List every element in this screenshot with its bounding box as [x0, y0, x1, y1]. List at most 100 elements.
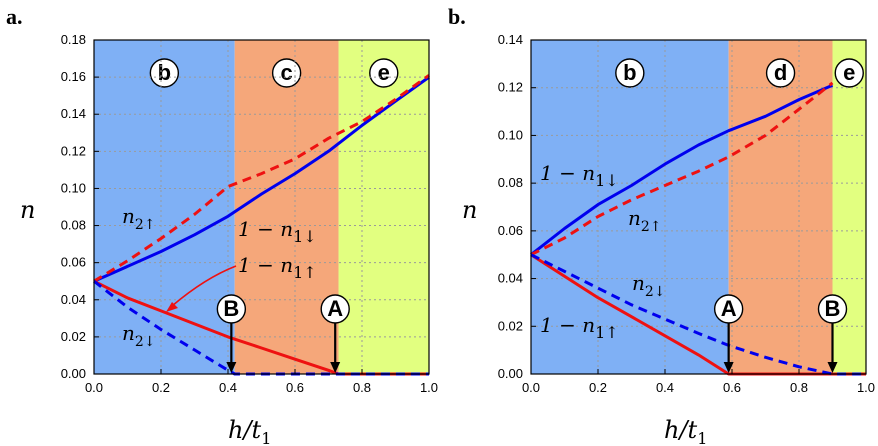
- panel-b-y-tick-label-4: 0.08: [498, 175, 523, 190]
- panel-a-label-n2up: n2↑: [122, 204, 156, 233]
- panel-a-label-n2down-sub: 2↓: [135, 334, 156, 350]
- panel-b-grid: [531, 40, 866, 374]
- panel-a-label-1-n1down: 1 − n1↓: [238, 217, 317, 246]
- panel-a-region-c: [234, 40, 339, 374]
- panel-a-label-n2down: n2↓: [122, 321, 156, 350]
- panel-b-region-e-label: e: [843, 60, 855, 85]
- panel-b-label-n2down: n2↓: [632, 271, 666, 300]
- panel-b-label-n2up-sub: 2↑: [641, 219, 662, 235]
- panel-b-series: [530, 81, 866, 376]
- panel-b-region-d: [728, 40, 833, 374]
- panel-b-y-tick-label-3: 0.06: [498, 223, 523, 238]
- panel-b-label-1-n1down-text: 1 − n: [540, 161, 595, 185]
- panel-b-y-tick-label-7: 0.14: [498, 32, 523, 47]
- panel-a-x-tick-label-2: 0.4: [219, 380, 237, 395]
- panel-a-x-tick-label-5: 1.0: [420, 380, 438, 395]
- panel-b-marker-B-circle: [817, 294, 848, 324]
- panel-a-series-1: [93, 74, 430, 283]
- panel-b-label-n2down-sub: 2↓: [645, 284, 666, 300]
- panel-a-y-tick-label-1: 0.02: [61, 329, 86, 344]
- panel-a-label-1-n1down-text: 1 − n: [238, 217, 293, 241]
- panel-b-x-tick-label-5: 1.0: [857, 380, 875, 395]
- panel-a-y-tick-label-7: 0.14: [61, 106, 86, 121]
- panel-a-label: a.: [6, 4, 23, 29]
- panel-b-marker-B-label: B: [825, 296, 841, 321]
- panel-b-x-tick-label-3: 0.6: [723, 380, 741, 395]
- panel-b-series-0: [530, 83, 834, 256]
- panel-a-label-n2down-base: n: [122, 321, 135, 345]
- panel-b-series-2: [530, 253, 866, 376]
- panel-b-region-d-label: d: [774, 60, 787, 85]
- panel-a-marker-B-circle: [216, 294, 247, 324]
- panel-a-series-2: [93, 279, 429, 376]
- panel-a-y-tick-label-8: 0.16: [61, 69, 86, 84]
- panel-a-x-tick-label-1: 0.2: [152, 380, 170, 395]
- panel-b-label-1-n1down: 1 − n1↓: [540, 161, 619, 190]
- panel-a-series-0: [93, 75, 430, 283]
- panel-a-frame: [93, 39, 430, 375]
- panel-b-x-tick-label-0: 0.0: [522, 380, 540, 395]
- panel-b-y-tick-label-6: 0.12: [498, 80, 523, 95]
- panel-b-marker-A-circle: [713, 294, 744, 324]
- panel-b-marker-A-arrowhead: [723, 362, 734, 373]
- panel-a-marker-B-arrowhead: [226, 362, 237, 373]
- panel-b-y-tick-label-0: 0.00: [498, 366, 523, 381]
- panel-b-y-tick-label-2: 0.04: [498, 271, 523, 286]
- panel-a-marker-A-circle: [320, 294, 350, 324]
- panel-a-y-tick-label-2: 0.04: [61, 292, 86, 307]
- panel-a-y-axis-label: n: [20, 196, 35, 224]
- panel-a-label-pointer-arrowhead: [166, 302, 178, 312]
- panel-a-label-n2up-base: n: [122, 204, 135, 228]
- panel-b-label-1-n1up-text: 1 − n: [540, 313, 595, 337]
- panel-b-label-1-n1up-sub: 1↑: [595, 323, 619, 342]
- panel-a-grid: [94, 40, 429, 374]
- panel-a-y-tick-label-5: 0.10: [61, 180, 86, 195]
- panel-b-ticks: 0.0 0.2 0.4 0.6 0.8 1.0 0.00 0.02 0.04 0.06 0.08 0.…: [498, 32, 875, 395]
- panel-a-label-1-n1up-sub: 1↑: [293, 263, 317, 282]
- panel-b-marker-B-arrowhead: [827, 362, 838, 373]
- panel-a-region-c-label: c: [281, 60, 293, 85]
- panel-a-marker-A-label: A: [327, 296, 343, 321]
- panel-a-label-1-n1down-sub: 1↓: [293, 227, 317, 246]
- panel-a-y-tick-label-4: 0.08: [61, 218, 86, 233]
- panel-a-y-tick-label-3: 0.06: [61, 255, 86, 270]
- panel-a-region-b-label: b: [158, 60, 171, 85]
- panel-a-x-axis-label-sub: 1: [261, 429, 271, 446]
- panel-b-series-3: [530, 253, 866, 376]
- panel-b-label-1-n1down-sub: 1↓: [595, 171, 619, 190]
- panel-b-label-n2up-base: n: [628, 206, 641, 230]
- panel-a-label-pointer-arrow: [171, 265, 237, 307]
- panel-b-region-e-badge: [834, 58, 864, 88]
- panel-b-x-axis-label-sub: 1: [697, 429, 707, 446]
- panel-a-x-axis-label: h/t1: [228, 416, 271, 446]
- panel-b-y-tick-label-1: 0.02: [498, 318, 523, 333]
- panel-a-x-tick-label-0: 0.0: [85, 380, 103, 395]
- panel-b-x-tick-label-1: 0.2: [589, 380, 607, 395]
- panel-a-y-tick-label-6: 0.12: [61, 143, 86, 158]
- panel-b-label-1-n1up: 1 − n1↑: [540, 313, 619, 342]
- panel-b-x-tick-label-4: 0.8: [790, 380, 808, 395]
- panel-a-region-b-badge: [149, 58, 180, 88]
- panel-a-region-e: [338, 40, 429, 374]
- panel-b-x-axis-label: h/t1: [664, 416, 707, 446]
- panel-b-series-1: [530, 81, 834, 257]
- panel-b-y-axis-label: n: [462, 196, 477, 224]
- panel-a-region-c-badge: [271, 58, 302, 88]
- panel-a-region-e-badge: [369, 58, 399, 88]
- panel-b-x-tick-label-2: 0.4: [656, 380, 674, 395]
- panel-b-region-b-badge: [615, 58, 645, 88]
- panel-b-marker-A-label: A: [721, 296, 737, 321]
- panel-a-region-b: [94, 40, 235, 374]
- panel-b-region-b: [531, 40, 729, 374]
- panel-b-label-n2up: n2↑: [628, 206, 662, 235]
- panel-b-region-e: [832, 40, 866, 374]
- panel-b-label-n2down-base: n: [632, 271, 645, 295]
- panel-a-region-e-label: e: [378, 60, 390, 85]
- panel-a-x-axis-label-base: h/t: [228, 416, 262, 444]
